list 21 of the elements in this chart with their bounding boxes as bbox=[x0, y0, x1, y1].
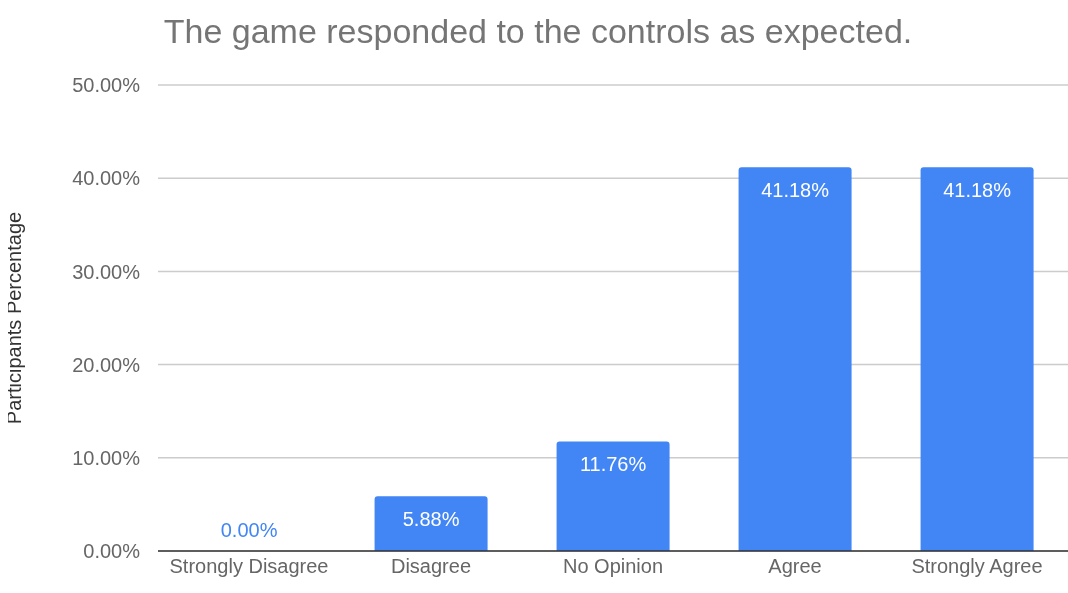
bar bbox=[374, 496, 488, 551]
x-tick-label: No Opinion bbox=[562, 555, 664, 578]
data-label: 5.88% bbox=[402, 508, 460, 531]
y-tick-label: 40.00% bbox=[72, 167, 141, 190]
data-label: 0.00% bbox=[220, 519, 278, 541]
bar bbox=[556, 441, 670, 551]
y-tick-label: 30.00% bbox=[72, 260, 141, 283]
y-tick-label: 10.00% bbox=[72, 446, 141, 469]
data-label: 41.18% bbox=[761, 179, 830, 202]
bar bbox=[738, 167, 852, 551]
y-tick-label: 20.00% bbox=[72, 353, 141, 376]
data-label: 11.76% bbox=[579, 453, 647, 476]
x-tick-label: Strongly Agree bbox=[911, 555, 1043, 578]
y-tick-label: 50.00% bbox=[72, 74, 141, 97]
x-tick-label: Agree bbox=[768, 555, 822, 578]
x-tick-label: Disagree bbox=[390, 555, 472, 578]
y-tick-label: 0.00% bbox=[83, 540, 141, 563]
chart-title: The game responded to the controls as expected. bbox=[162, 11, 914, 52]
bar bbox=[920, 167, 1034, 551]
x-tick-label: Strongly Disagree bbox=[169, 555, 329, 578]
data-label: 41.18% bbox=[943, 179, 1012, 202]
